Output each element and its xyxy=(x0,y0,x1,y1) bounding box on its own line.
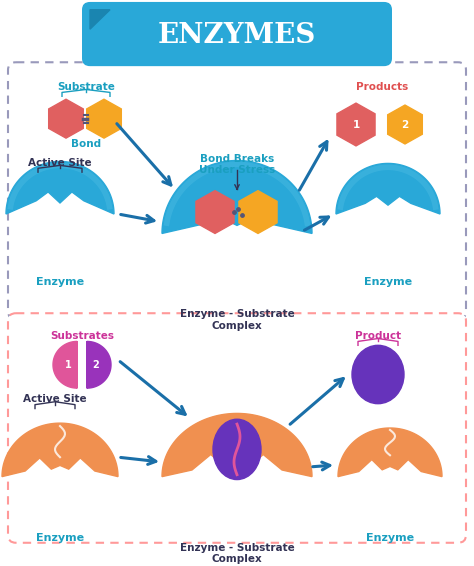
Text: 2: 2 xyxy=(401,119,409,130)
Polygon shape xyxy=(53,341,77,388)
Point xyxy=(234,204,242,213)
Text: Enzyme: Enzyme xyxy=(366,533,414,543)
Text: Bond Breaks
Under Stress: Bond Breaks Under Stress xyxy=(199,154,275,175)
FancyBboxPatch shape xyxy=(8,62,466,319)
Text: 1: 1 xyxy=(64,360,72,370)
Point xyxy=(230,208,238,217)
Polygon shape xyxy=(87,99,121,138)
Polygon shape xyxy=(239,191,277,233)
Text: Active Site: Active Site xyxy=(28,157,92,168)
Text: Enzyme: Enzyme xyxy=(36,277,84,287)
Text: Enzyme: Enzyme xyxy=(36,533,84,543)
Polygon shape xyxy=(336,164,440,214)
Text: Enzyme: Enzyme xyxy=(364,277,412,287)
Text: 1: 1 xyxy=(352,119,360,130)
Polygon shape xyxy=(337,103,375,146)
FancyBboxPatch shape xyxy=(82,2,392,66)
Text: ENZYMES: ENZYMES xyxy=(158,23,316,49)
FancyBboxPatch shape xyxy=(8,313,466,543)
Ellipse shape xyxy=(213,419,261,479)
Text: Substrates: Substrates xyxy=(50,331,114,341)
Polygon shape xyxy=(2,423,118,477)
Text: Products: Products xyxy=(356,82,408,92)
Polygon shape xyxy=(6,161,114,214)
Ellipse shape xyxy=(352,345,404,404)
Text: Bond: Bond xyxy=(71,139,101,149)
Polygon shape xyxy=(388,105,422,144)
Polygon shape xyxy=(49,99,83,138)
Text: 2: 2 xyxy=(92,360,100,370)
Polygon shape xyxy=(162,413,312,477)
Text: Enzyme - Substrate
Complex: Enzyme - Substrate Complex xyxy=(180,310,294,331)
Polygon shape xyxy=(162,161,312,233)
Polygon shape xyxy=(338,428,442,477)
Text: Product: Product xyxy=(355,331,401,341)
Text: Active Site: Active Site xyxy=(23,394,87,404)
Text: Enzyme - Substrate
Complex: Enzyme - Substrate Complex xyxy=(180,543,294,564)
Polygon shape xyxy=(196,191,234,233)
Polygon shape xyxy=(90,10,110,29)
Text: Substrate: Substrate xyxy=(57,82,115,92)
Point xyxy=(238,211,246,220)
Polygon shape xyxy=(87,341,111,388)
